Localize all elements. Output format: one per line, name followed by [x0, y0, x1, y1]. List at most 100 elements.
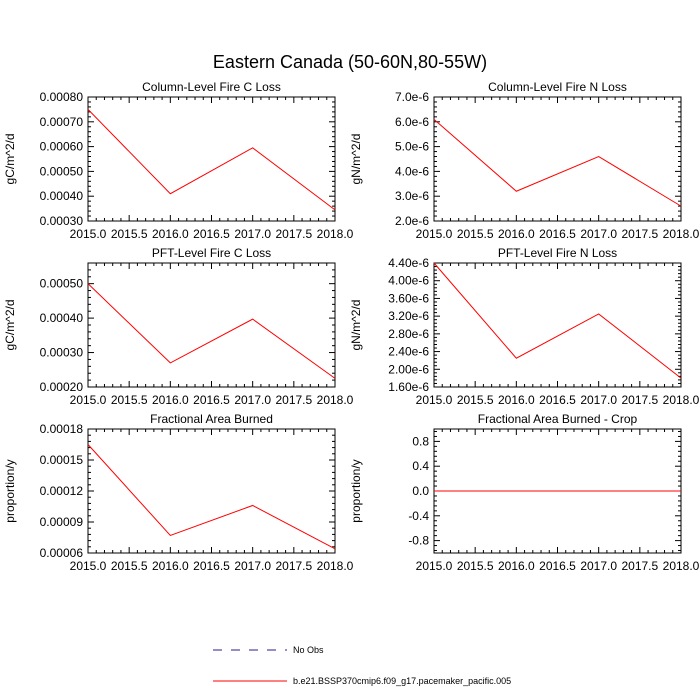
series-line: [87, 109, 336, 211]
x-tick-label: 2018.0: [663, 227, 700, 241]
x-tick-label: 2016.0: [152, 559, 189, 573]
x-tick-label: 2017.5: [621, 393, 658, 407]
panel-5: Fractional Area Burned proportion/y 2015.0…: [3, 412, 354, 573]
panel-title: Fractional Area Burned: [150, 412, 273, 426]
y-tick-label: 2.00e-6: [388, 362, 429, 376]
y-tick-label: 0.00060: [40, 140, 84, 154]
y-tick-label: 0.0: [412, 484, 429, 498]
y-tick-label: 0.00050: [40, 164, 84, 178]
plot-frame: [87, 262, 336, 388]
x-tick-label: 2017.0: [580, 559, 617, 573]
x-tick-label: 2016.5: [539, 227, 576, 241]
plot-frame: [87, 96, 336, 222]
y-tick-label: 4.40e-6: [388, 256, 429, 270]
x-tick-label: 2016.5: [193, 393, 230, 407]
y-tick-label: -0.4: [408, 509, 429, 523]
y-tick-label: 0.00020: [40, 380, 84, 394]
y-tick-label: 3.0e-6: [395, 189, 429, 203]
x-tick-label: 2018.0: [663, 559, 700, 573]
panel-6: Fractional Area Burned - Crop proportion/…: [349, 412, 700, 573]
x-tick-label: 2016.5: [193, 227, 230, 241]
x-tick-label: 2016.0: [498, 227, 535, 241]
panel-3: PFT-Level Fire C Loss gC/m^2/d 2015.0 2015.…: [3, 246, 354, 407]
y-tick-label: -0.8: [408, 534, 429, 548]
x-tick-label: 2016.0: [152, 227, 189, 241]
y-tick-label: 0.00012: [40, 484, 84, 498]
x-tick-label: 2015.5: [111, 559, 148, 573]
panel-title: Fractional Area Burned - Crop: [478, 412, 638, 426]
y-tick-label: 0.00080: [40, 90, 84, 104]
y-tick-label: 0.00006: [40, 546, 84, 560]
y-axis-label: gC/m^2/d: [3, 134, 17, 185]
y-axis-label: proportion/y: [349, 459, 363, 522]
x-tick-label: 2016.0: [498, 393, 535, 407]
y-axis-label: gN/m^2/d: [349, 134, 363, 185]
y-tick-label: 0.00030: [40, 346, 84, 360]
y-axis-label: gN/m^2/d: [349, 300, 363, 351]
y-tick-label: 7.0e-6: [395, 90, 429, 104]
y-tick-label: 3.20e-6: [388, 309, 429, 323]
x-tick-label: 2016.5: [539, 393, 576, 407]
x-tick-label: 2017.0: [234, 227, 271, 241]
y-tick-label: 2.40e-6: [388, 345, 429, 359]
x-tick-label: 2017.0: [580, 227, 617, 241]
plot-frame: [433, 96, 682, 222]
series-line: [87, 444, 336, 550]
y-tick-label: 0.8: [412, 434, 429, 448]
y-tick-label: 0.00018: [40, 422, 84, 436]
panel-2: Column-Level Fire N Loss gN/m^2/d 2015.0 20…: [349, 80, 700, 241]
panel-title: Column-Level Fire N Loss: [488, 80, 627, 94]
y-tick-label: 0.00040: [40, 189, 84, 203]
x-tick-label: 2015.5: [457, 227, 494, 241]
y-tick-label: 0.4: [412, 459, 429, 473]
x-tick-label: 2016.0: [498, 559, 535, 573]
panels-container: Column-Level Fire C Loss gC/m^2/d 2015.0 20…: [3, 80, 700, 573]
y-tick-label: 0.00070: [40, 115, 84, 129]
y-axis-label: proportion/y: [3, 459, 17, 522]
x-tick-label: 2018.0: [317, 227, 354, 241]
y-tick-label: 1.60e-6: [388, 380, 429, 394]
x-tick-label: 2015.0: [416, 393, 453, 407]
panel-1: Column-Level Fire C Loss gC/m^2/d 2015.0 20…: [3, 80, 354, 241]
y-tick-label: 0.00030: [40, 214, 84, 228]
series-line: [87, 283, 336, 379]
x-tick-label: 2015.0: [416, 227, 453, 241]
x-tick-label: 2015.0: [70, 559, 107, 573]
x-tick-label: 2016.5: [193, 559, 230, 573]
series-line: [433, 262, 682, 379]
panel-title: Column-Level Fire C Loss: [142, 80, 281, 94]
x-tick-label: 2017.5: [275, 227, 312, 241]
y-axis-label: gC/m^2/d: [3, 300, 17, 351]
y-tick-label: 5.0e-6: [395, 140, 429, 154]
series-line: [433, 118, 682, 207]
plot-frame: [87, 428, 336, 554]
x-tick-label: 2015.0: [416, 559, 453, 573]
x-tick-label: 2018.0: [317, 393, 354, 407]
figure-title: Eastern Canada (50-60N,80-55W): [213, 52, 487, 72]
y-tick-label: 2.80e-6: [388, 327, 429, 341]
panel-title: PFT-Level Fire N Loss: [498, 246, 617, 260]
y-tick-label: 0.00009: [40, 515, 84, 529]
panel-4: PFT-Level Fire N Loss gN/m^2/d 2015.0 2015.…: [349, 246, 700, 407]
legend-label: b.e21.BSSP370cmip6.f09_g17.pacemaker_pac…: [293, 676, 511, 686]
legend-entry: b.e21.BSSP370cmip6.f09_g17.pacemaker_pac…: [213, 676, 511, 686]
y-tick-label: 6.0e-6: [395, 115, 429, 129]
y-tick-label: 4.0e-6: [395, 164, 429, 178]
x-tick-label: 2015.5: [457, 559, 494, 573]
x-tick-label: 2015.0: [70, 227, 107, 241]
x-tick-label: 2017.5: [275, 559, 312, 573]
x-tick-label: 2015.5: [111, 227, 148, 241]
panel-title: PFT-Level Fire C Loss: [152, 246, 271, 260]
x-tick-label: 2018.0: [317, 559, 354, 573]
y-tick-label: 0.00015: [40, 453, 84, 467]
x-tick-label: 2017.0: [234, 393, 271, 407]
x-tick-label: 2017.5: [621, 559, 658, 573]
x-tick-label: 2018.0: [663, 393, 700, 407]
y-tick-label: 3.60e-6: [388, 291, 429, 305]
legend-label: No Obs: [293, 645, 324, 655]
legend: No Obs b.e21.BSSP370cmip6.f09_g17.pacemak…: [213, 645, 511, 686]
y-tick-label: 4.00e-6: [388, 274, 429, 288]
legend-entry: No Obs: [213, 645, 324, 655]
x-tick-label: 2015.0: [70, 393, 107, 407]
